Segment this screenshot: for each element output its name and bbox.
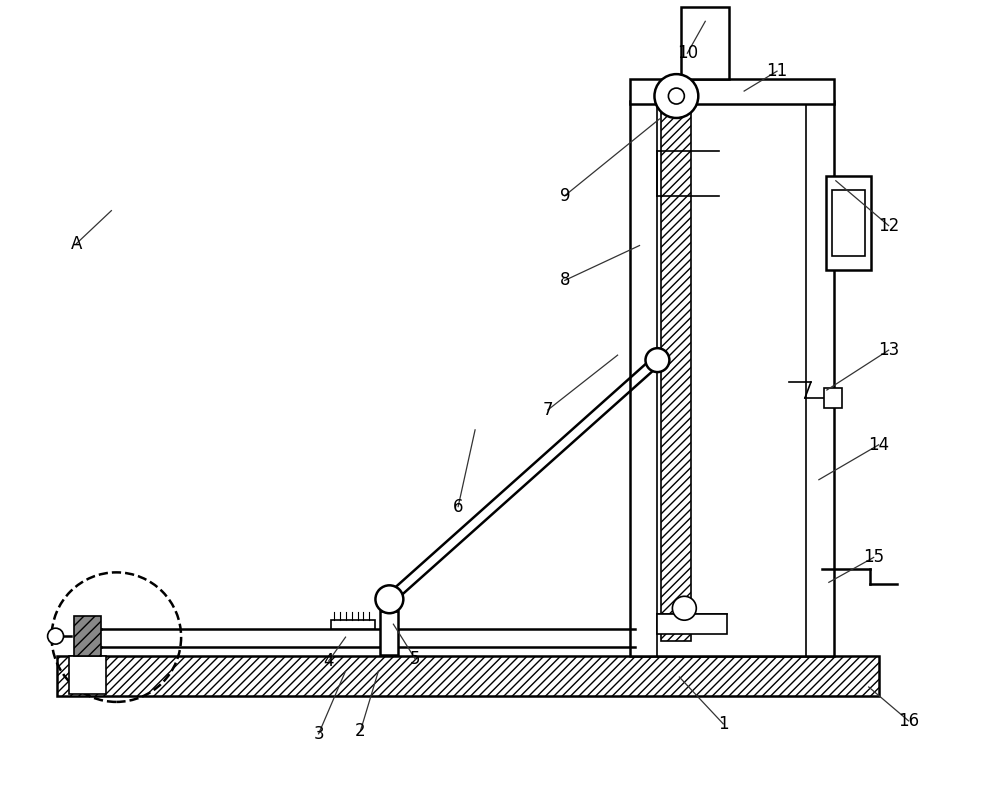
Text: 3: 3 [313,724,324,743]
Bar [661,106,691,641]
Text: 14: 14 [868,436,889,453]
Bar [331,620,375,629]
Bar [824,388,842,408]
Text: 13: 13 [878,341,899,359]
Text: 16: 16 [898,712,919,730]
Text: 2: 2 [355,722,366,739]
Text: 11: 11 [766,62,788,80]
Circle shape [654,74,698,118]
Circle shape [375,585,403,613]
Circle shape [645,348,669,372]
Bar [74,616,101,656]
Text: 10: 10 [677,44,698,62]
Text: 9: 9 [560,186,570,205]
Circle shape [672,596,696,620]
Bar [57,656,879,696]
Bar [69,656,106,694]
Text: 6: 6 [453,498,463,516]
Text: 5: 5 [410,650,421,668]
Bar [657,615,727,634]
Circle shape [48,628,64,644]
Text: 15: 15 [863,548,884,566]
Text: 12: 12 [878,216,899,235]
Text: 4: 4 [323,652,334,670]
Text: 7: 7 [543,401,553,419]
Text: 1: 1 [718,715,729,733]
Bar [832,190,865,257]
Bar [681,7,729,79]
Text: A: A [71,235,82,253]
Circle shape [668,88,684,104]
Bar [380,611,398,655]
Text: 8: 8 [560,272,570,289]
Bar [826,175,871,270]
Bar [630,79,834,104]
Bar [630,101,834,656]
